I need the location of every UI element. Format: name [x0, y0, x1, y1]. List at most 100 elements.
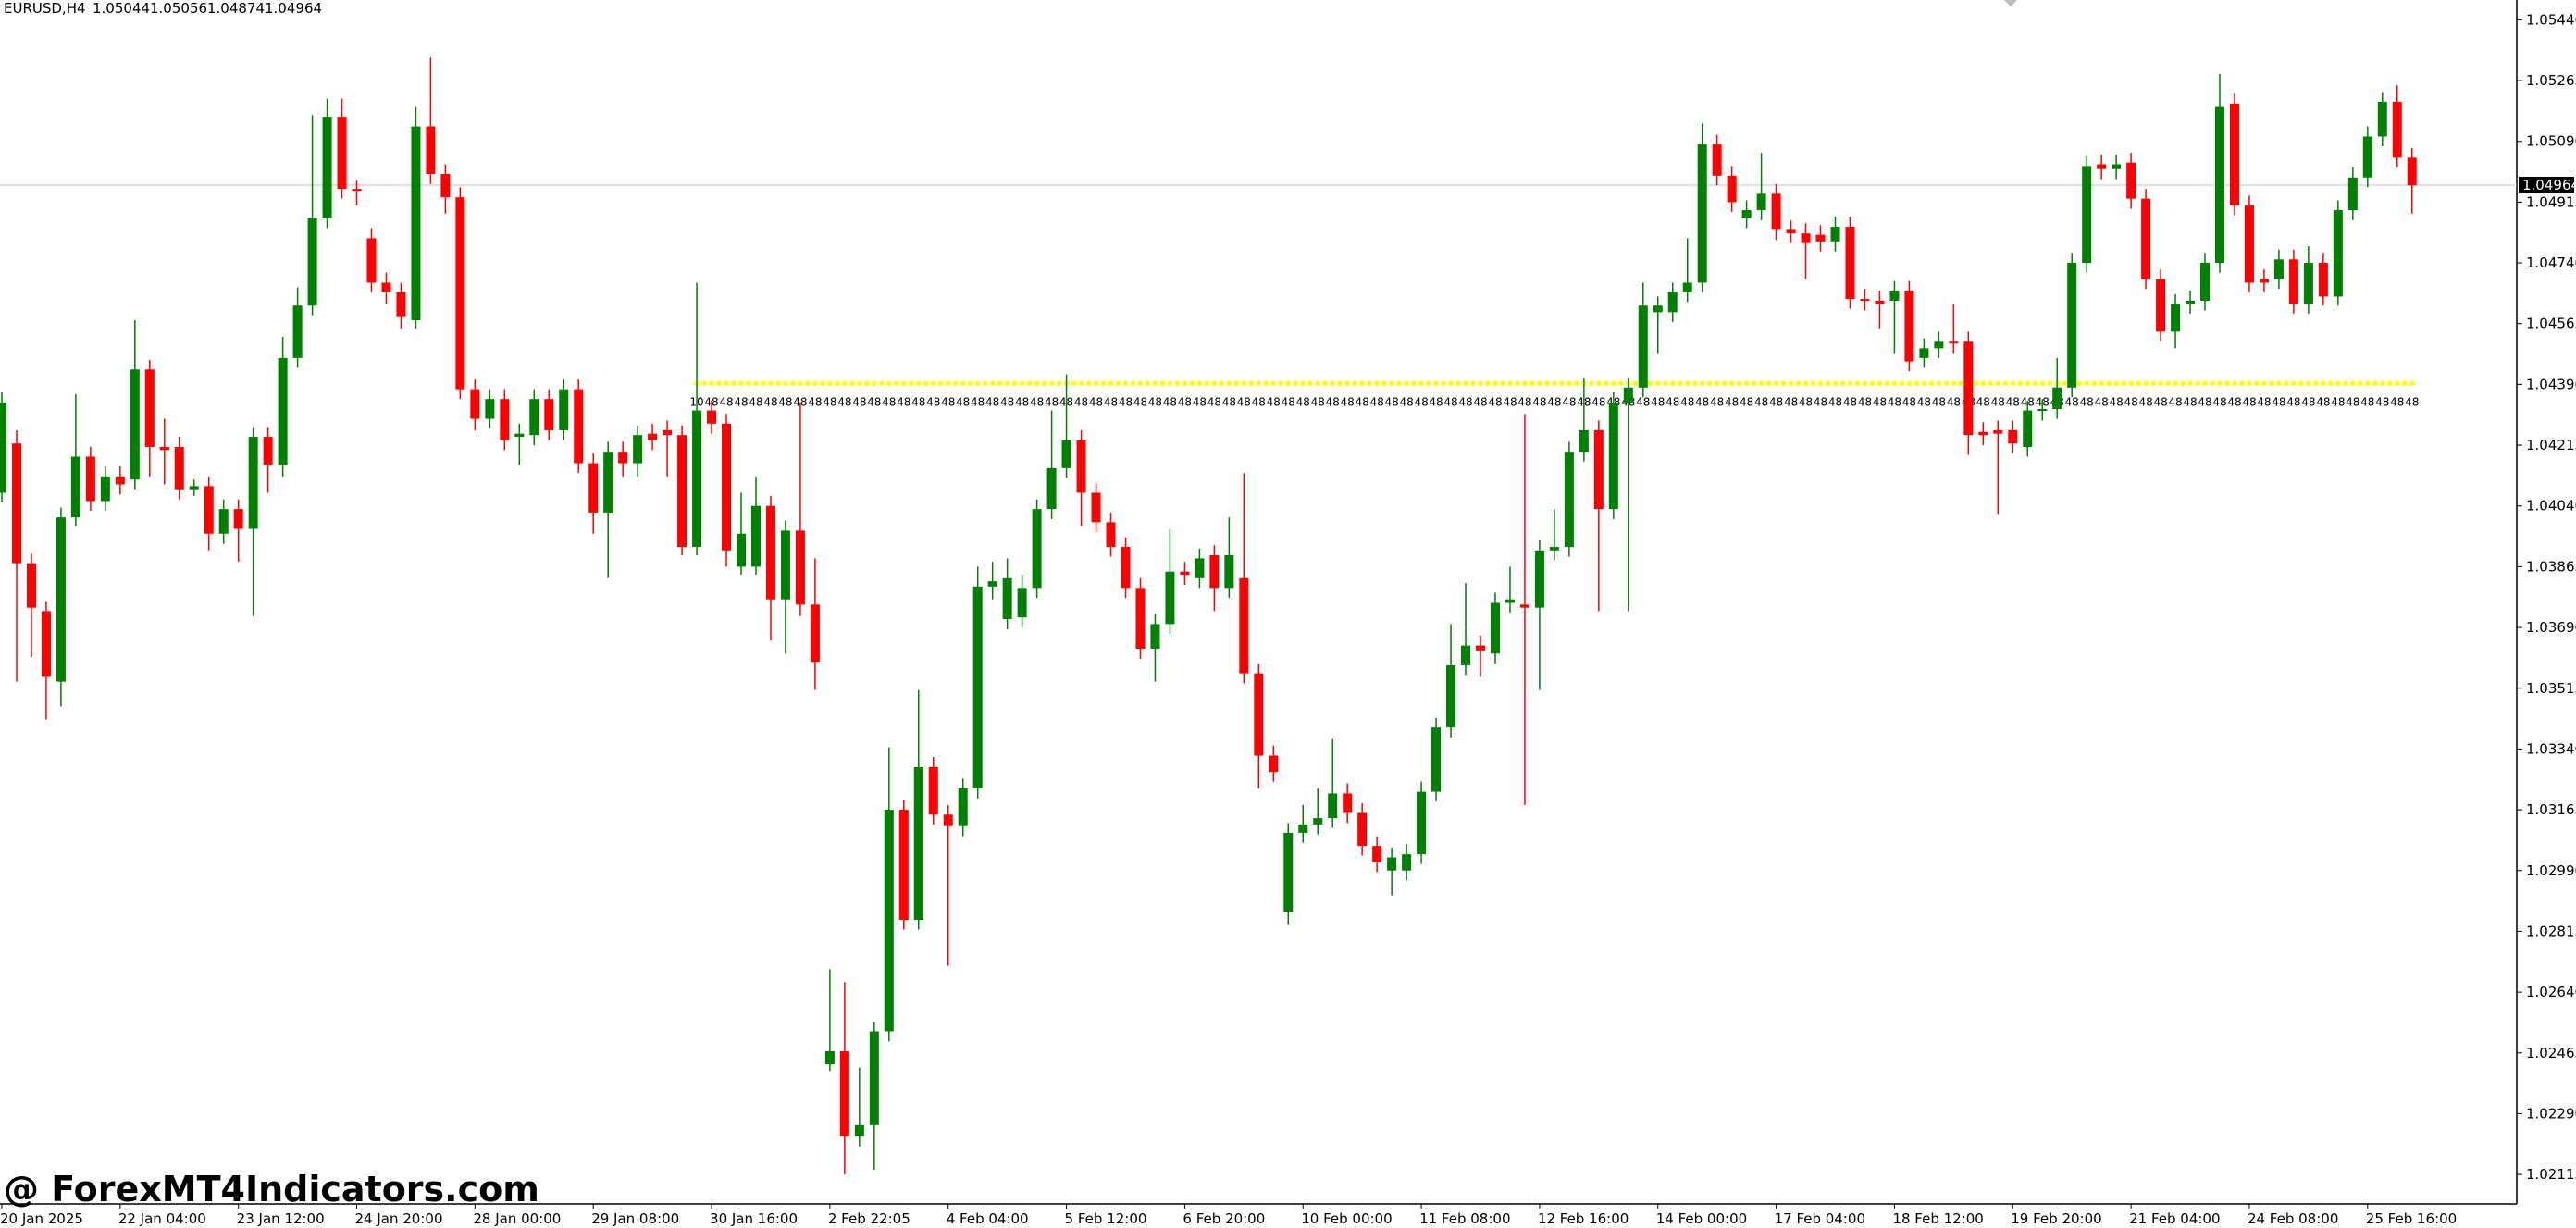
candle-body — [1283, 832, 1294, 912]
candle-body — [1519, 604, 1530, 608]
level-dot — [1788, 380, 1794, 387]
level-dot — [1714, 380, 1720, 387]
candle-body — [2244, 205, 2254, 283]
candle-body — [1017, 588, 1027, 618]
y-tick-label: 1.04390 — [2526, 376, 2576, 392]
level-dot — [1056, 380, 1062, 387]
level-count-label: 48 — [1399, 395, 1413, 408]
level-dot — [790, 380, 796, 387]
x-tick-label: 10 Feb 00:00 — [1301, 1210, 1392, 1227]
level-count-label: 48 — [867, 395, 881, 408]
candle-body — [1815, 234, 1826, 242]
level-dot — [827, 380, 833, 387]
candle-body — [189, 486, 199, 490]
level-dot — [716, 380, 722, 387]
candle-body — [1431, 727, 1442, 792]
level-dot — [1411, 380, 1417, 387]
current-price-label: 1.04964 — [2522, 177, 2576, 193]
level-dot — [2306, 380, 2311, 387]
candle-body — [485, 399, 495, 419]
level-count-label: 48 — [1636, 395, 1650, 408]
candle-body — [1269, 755, 1279, 773]
level-dot — [2343, 380, 2348, 387]
candle-body — [633, 435, 643, 464]
level-dot — [2106, 380, 2112, 387]
level-dot — [982, 380, 988, 387]
level-dot — [1825, 380, 1831, 387]
x-tick-label: 28 Jan 00:00 — [473, 1210, 561, 1227]
candle-body — [1949, 341, 1959, 344]
candle-body — [1978, 431, 1988, 436]
level-dot — [761, 380, 766, 387]
x-tick-label: 20 Jan 2025 — [0, 1210, 83, 1227]
candle-body — [1417, 791, 1427, 855]
candle-body — [2037, 409, 2048, 412]
level-dot — [849, 380, 855, 387]
level-dot — [1085, 380, 1092, 387]
level-count-label: 48 — [2272, 395, 2285, 408]
level-dot — [835, 380, 840, 387]
level-dot — [1654, 380, 1661, 387]
level-dot — [2409, 380, 2415, 387]
candle-body — [1254, 673, 1264, 756]
level-count-label: 48 — [1976, 395, 1990, 408]
candle-body — [2171, 304, 2181, 332]
x-tick-label: 2 Feb 22:05 — [828, 1210, 910, 1227]
level-dot — [1632, 380, 1639, 387]
level-dot — [2062, 380, 2068, 387]
level-count-label: 48 — [1769, 395, 1783, 408]
candle-body — [1298, 824, 1308, 833]
level-dot — [1344, 380, 1350, 387]
level-dot — [1330, 380, 1335, 387]
level-dot — [1381, 380, 1387, 387]
level-dot — [1795, 380, 1802, 387]
level-count-label: 48 — [808, 395, 822, 408]
level-dot — [1596, 380, 1602, 387]
y-tick-label: 1.03340 — [2526, 740, 2576, 757]
candle-body — [2392, 101, 2402, 158]
level-count-label: 48 — [1074, 395, 1088, 408]
level-dot — [2217, 380, 2223, 387]
candle-body — [1150, 624, 1160, 649]
level-dot — [1389, 380, 1394, 387]
scroll-marker — [2004, 0, 2017, 6]
level-dot — [872, 380, 877, 387]
candle-body — [1372, 846, 1382, 862]
level-count-label: 48 — [1754, 395, 1768, 408]
level-dot — [1743, 380, 1750, 387]
y-tick-label: 1.02815 — [2526, 923, 2576, 939]
level-dot — [1011, 380, 1018, 387]
level-dot — [1884, 380, 1890, 387]
level-dot — [1951, 380, 1957, 387]
y-tick-label: 1.04915 — [2526, 193, 2576, 210]
level-dot — [1189, 380, 1195, 387]
level-dot — [915, 380, 922, 387]
header-value: 1.05056 — [150, 0, 207, 17]
candle-body — [233, 509, 243, 529]
level-dot — [1736, 380, 1742, 387]
candle-body — [1032, 509, 1042, 589]
level-count-label: 48 — [1828, 395, 1842, 408]
level-count-label: 48 — [1991, 395, 2005, 408]
x-tick-label: 24 Jan 20:00 — [355, 1210, 443, 1227]
candle-body — [1727, 175, 1737, 203]
level-dot — [2143, 380, 2149, 387]
level-dot — [2261, 380, 2267, 387]
candle-body — [1889, 291, 1900, 301]
level-dot — [930, 380, 936, 387]
level-dot — [724, 380, 729, 387]
y-tick-label: 1.05090 — [2526, 133, 2576, 150]
candle-body — [943, 814, 953, 826]
level-dot — [2358, 380, 2363, 387]
level-dot — [2076, 380, 2082, 387]
level-dot — [1285, 380, 1292, 387]
level-dot — [1544, 380, 1550, 387]
level-dot — [768, 380, 774, 387]
level-count-label: 48 — [763, 395, 777, 408]
x-tick-label: 5 Feb 12:00 — [1065, 1210, 1147, 1227]
candle-body — [396, 291, 406, 317]
level-count-label: 48 — [823, 395, 836, 408]
candle-body — [2097, 164, 2107, 169]
